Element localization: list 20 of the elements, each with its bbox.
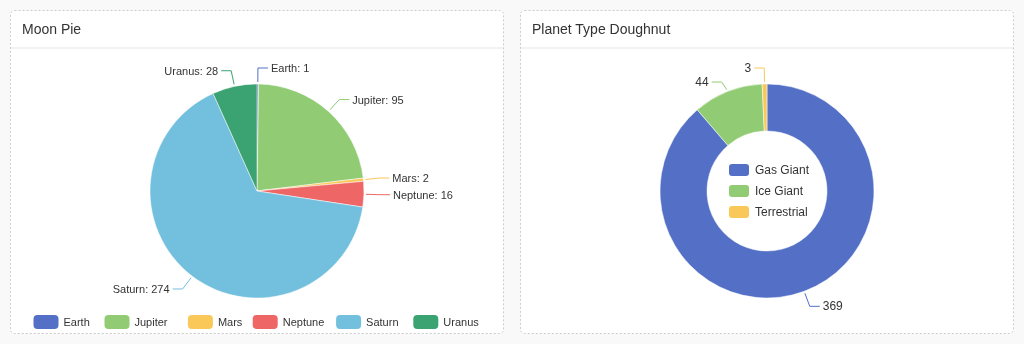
legend-label: Terrestrial: [755, 205, 808, 219]
legend-label: Saturn: [366, 316, 399, 328]
data-label: 3: [744, 61, 752, 76]
data-label: 44: [695, 75, 709, 90]
legend-label: Neptune: [282, 316, 325, 328]
legend-label: Gas Giant: [755, 163, 810, 177]
data-label: Saturn: 274: [112, 282, 170, 295]
legend-label: Earth: [63, 316, 90, 328]
legend-label: Jupiter: [134, 316, 168, 328]
data-label: 369: [822, 299, 844, 314]
legend-label: Mars: [217, 316, 243, 328]
chart-title: Moon Pie: [22, 21, 82, 37]
legend-label: Uranus: [443, 316, 480, 328]
legend-label: Ice Giant: [755, 184, 804, 198]
data-label: Jupiter: 95: [352, 93, 404, 106]
data-label: Uranus: 28: [164, 64, 219, 77]
data-label: Mars: 2: [392, 172, 429, 185]
chart-title: Planet Type Doughnut: [532, 21, 671, 37]
data-label: Earth: 1: [270, 62, 310, 74]
data-label: Neptune: 16: [392, 188, 453, 201]
